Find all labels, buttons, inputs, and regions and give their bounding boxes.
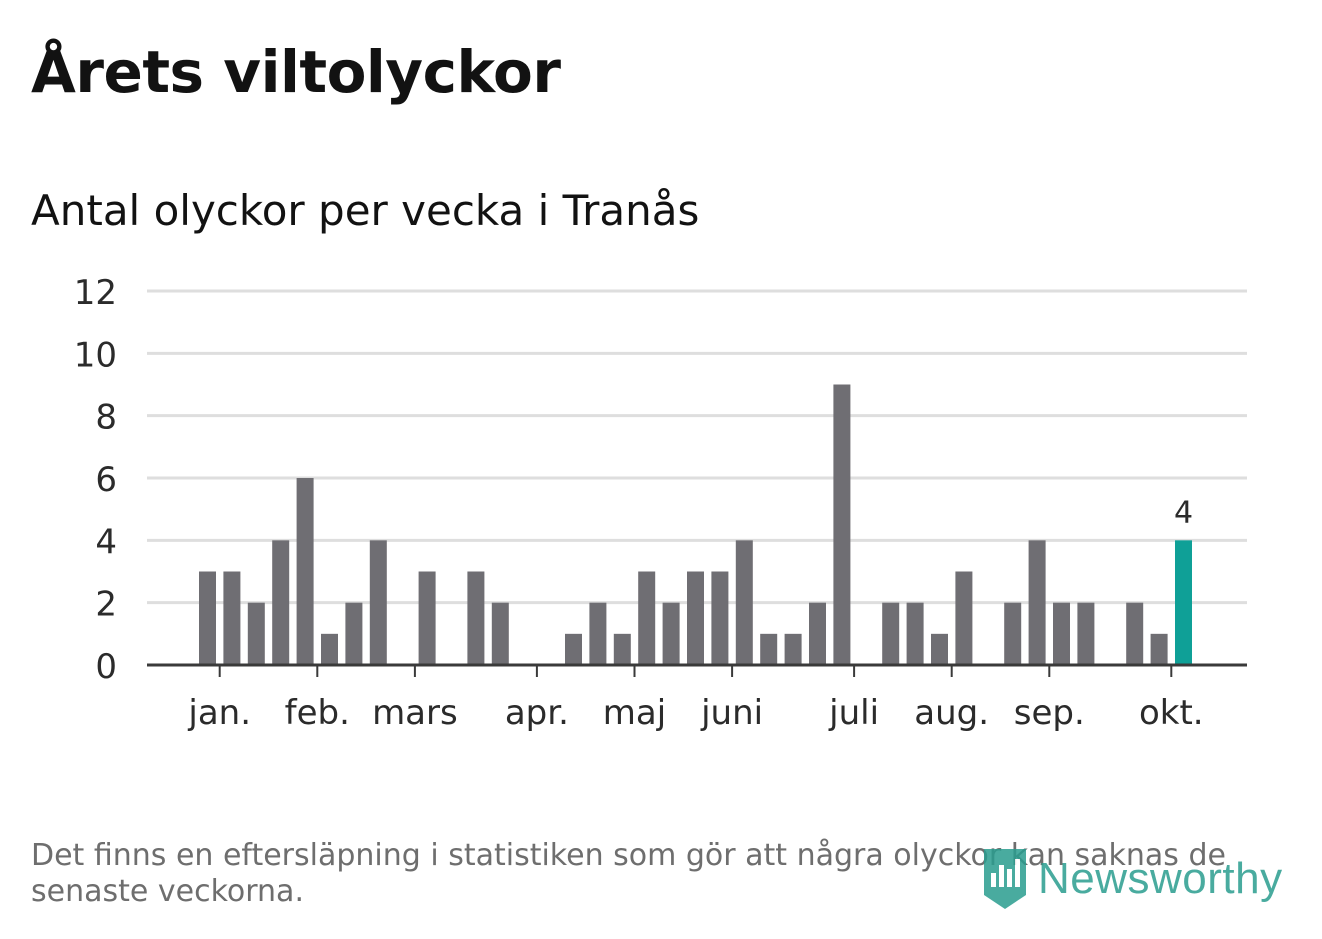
bar [1150, 633, 1168, 665]
bar [955, 571, 973, 665]
bar [369, 540, 387, 665]
y-tick-label: 0 [95, 647, 117, 687]
bar [906, 602, 924, 665]
data-label: 4 [1174, 495, 1193, 530]
chart-subtitle: Antal olyckor per vecka i Tranås [31, 186, 700, 235]
x-tick-label: juli [828, 693, 879, 733]
bar [638, 571, 656, 665]
bar [833, 384, 851, 665]
bar [1126, 602, 1144, 665]
bar [223, 571, 241, 665]
bar [931, 633, 948, 665]
x-tick-label: maj [603, 693, 666, 733]
x-tick-label: jan. [187, 693, 251, 733]
y-tick-label: 8 [95, 398, 117, 438]
bar [345, 602, 363, 665]
bar [321, 633, 338, 665]
x-tick-label: aug. [914, 693, 989, 733]
bar [784, 633, 802, 665]
x-tick-label: feb. [285, 693, 350, 733]
bar [589, 602, 607, 665]
y-tick-label: 12 [74, 273, 117, 313]
x-tick-label: okt. [1139, 693, 1204, 733]
bar [491, 602, 509, 665]
bar [247, 602, 265, 665]
x-tick-label: mars [372, 693, 458, 733]
bar [687, 571, 704, 665]
bar [760, 633, 778, 665]
y-tick-label: 4 [95, 522, 117, 562]
bar [882, 602, 900, 665]
x-tick-label: sep. [1014, 693, 1085, 733]
bar [662, 602, 680, 665]
bar [199, 571, 216, 665]
bar-highlight [1175, 540, 1192, 665]
bar [711, 571, 729, 665]
newsworthy-logo: Newsworthy [980, 846, 1283, 912]
x-tick-label: juni [700, 693, 763, 733]
bar [418, 571, 436, 665]
bar [296, 478, 314, 665]
bar [1053, 602, 1070, 665]
y-tick-label: 2 [95, 585, 117, 625]
bar [565, 633, 582, 665]
y-tick-label: 6 [95, 460, 117, 500]
chart-title: Årets viltolyckor [31, 38, 561, 106]
footnote: Det finns en eftersläpning i statistiken… [31, 838, 1226, 909]
x-tick-label: apr. [505, 693, 569, 733]
y-tick-label: 10 [74, 335, 117, 375]
bar-chart: 0 2 4 6 8 10 12 4 jan. feb. mars apr. maj juni juli aug… [74, 273, 1247, 733]
bar [467, 571, 485, 665]
bar [272, 540, 290, 665]
bar [613, 633, 631, 665]
bar [809, 602, 826, 665]
bar [1028, 540, 1046, 665]
bar [1004, 602, 1022, 665]
brand-name: Newsworthy [1038, 854, 1283, 903]
bar [735, 540, 753, 665]
bar [1077, 602, 1095, 665]
newsworthy-logo-icon [984, 849, 1026, 909]
